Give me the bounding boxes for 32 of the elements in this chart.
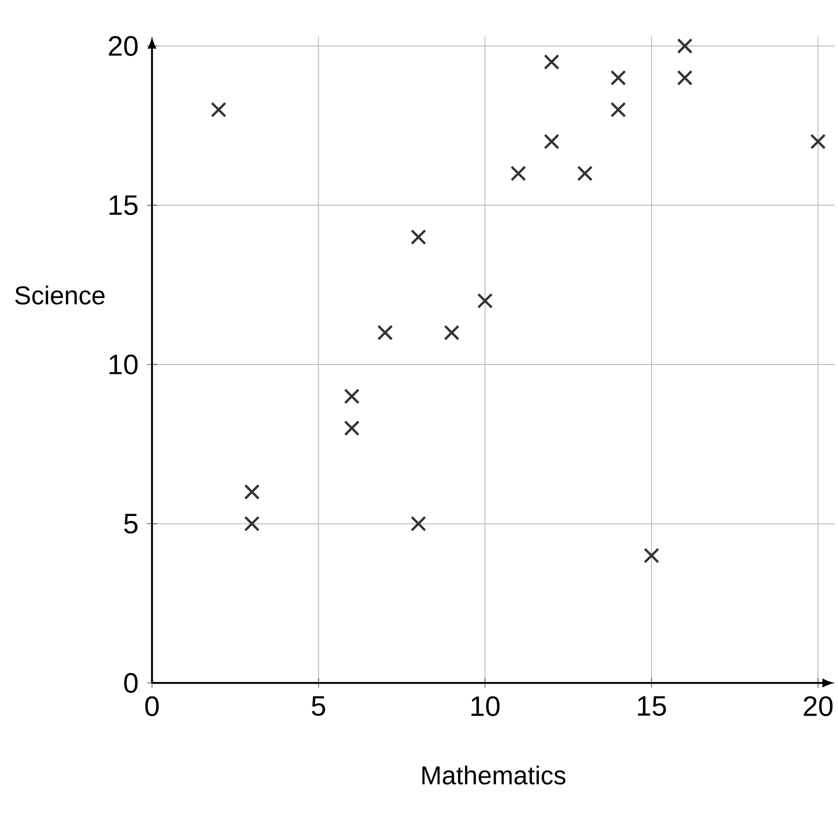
point [477,293,493,309]
point [210,102,226,118]
y-tick-label: 5 [124,514,138,534]
point [444,324,460,340]
point [677,38,693,54]
y-tick-label: 10 [110,354,138,374]
x-tick-label: 0 [145,696,159,716]
y-tick-label: 20 [108,36,138,56]
point [544,54,560,70]
x-tick-label: 15 [638,696,666,716]
point [544,134,560,150]
x-axis-title: Mathematics [422,766,566,785]
point [377,324,393,340]
point [410,229,426,245]
y-tick-label: 0 [124,673,138,693]
point [510,166,526,182]
x-tick-label: 20 [804,696,833,716]
point [644,548,660,564]
x-tick-label: 10 [472,696,500,716]
point [244,516,260,532]
point [610,70,626,86]
point [577,166,593,182]
point [610,102,626,118]
point [677,70,693,86]
point [810,134,826,150]
x-tick-label: 5 [312,696,326,716]
point [344,420,360,436]
y-tick-label: 15 [110,195,138,216]
point [410,516,426,532]
point [344,388,360,404]
y-axis-title: Science [15,286,105,305]
point [244,484,260,500]
